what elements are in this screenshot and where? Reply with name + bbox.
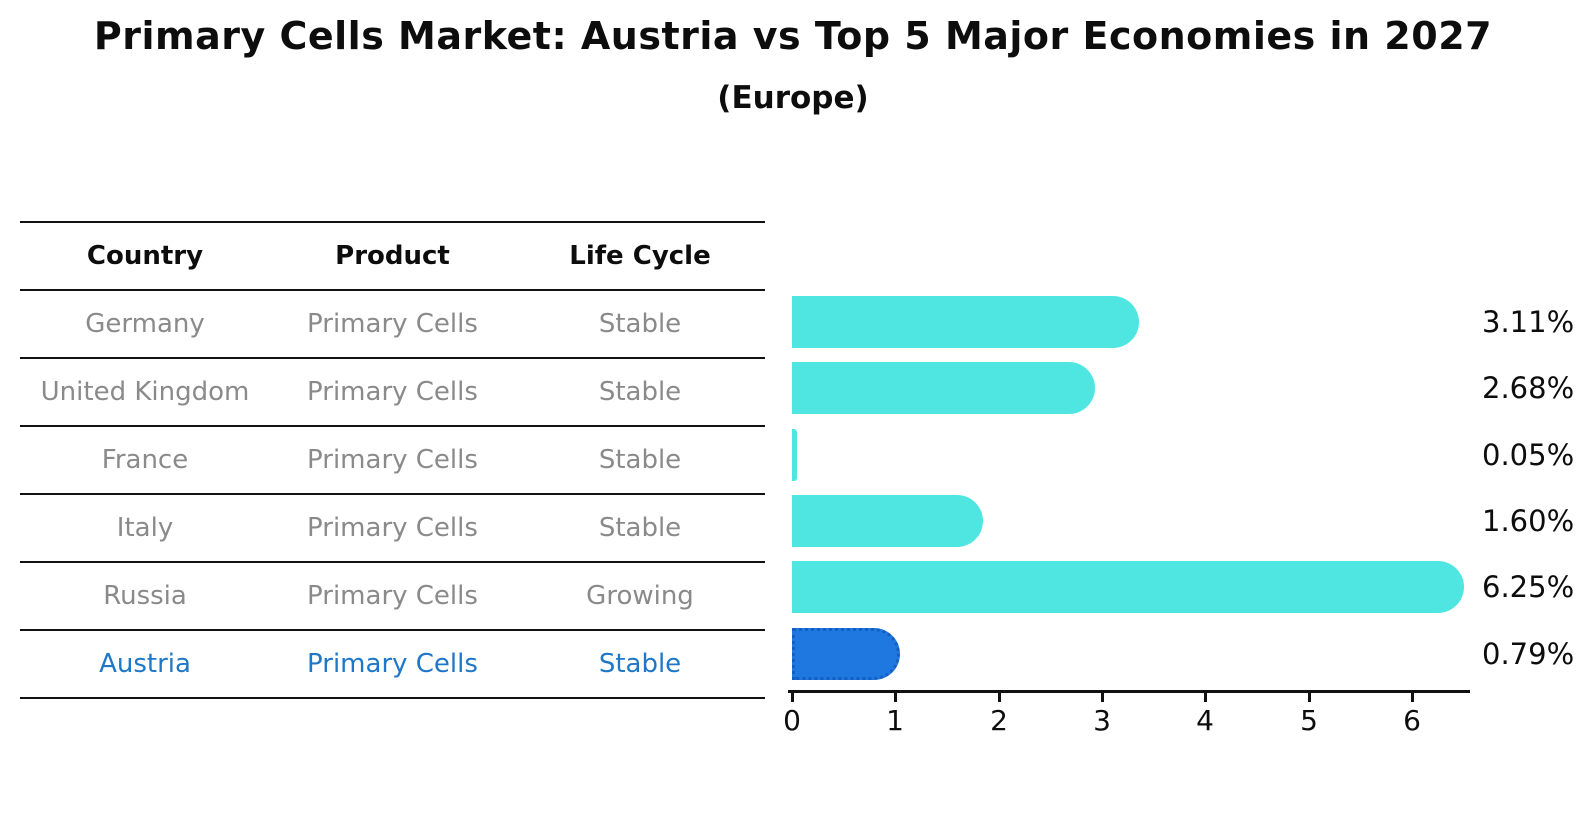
product-cell: Primary Cells (307, 377, 478, 407)
life-cycle-cell: Stable (598, 377, 682, 407)
table-row: Italy Primary Cells Stable (20, 495, 765, 563)
x-tick-mark (791, 693, 794, 702)
table-row: United Kingdom Primary Cells Stable (20, 359, 765, 427)
country-cell: Russia (103, 581, 187, 611)
country-cell: Italy (116, 513, 174, 543)
product-cell: Primary Cells (307, 581, 478, 611)
x-tick-label: 0 (783, 704, 801, 737)
life-cycle-cell: Stable (598, 513, 682, 543)
table-body: Germany Primary Cells Stable United King… (20, 291, 765, 699)
chart-title: Primary Cells Market: Austria vs Top 5 M… (93, 14, 1493, 58)
value-label-united-kingdom: 2.68% (1482, 371, 1575, 405)
country-cell: Germany (85, 309, 205, 339)
product-cell: Primary Cells (307, 513, 478, 543)
value-label-france: 0.05% (1482, 438, 1575, 472)
bar-austria (792, 628, 900, 680)
life-cycle-cell: Stable (598, 445, 682, 475)
x-tick-mark (1411, 693, 1414, 702)
country-cell: France (101, 445, 189, 475)
x-tick-mark (998, 693, 1001, 702)
product-cell: Primary Cells (307, 649, 478, 679)
country-cell: Austria (99, 649, 191, 679)
life-cycle-cell: Stable (598, 649, 682, 679)
product-cell: Primary Cells (307, 309, 478, 339)
product-cell: Primary Cells (307, 445, 478, 475)
x-tick-mark (1308, 693, 1311, 702)
x-tick-mark (894, 693, 897, 702)
x-axis-line (788, 690, 1470, 693)
column-header-life-cycle: Life Cycle (569, 241, 711, 271)
table-header-row: Country Product Life Cycle (20, 223, 765, 291)
table-row: Russia Primary Cells Growing (20, 563, 765, 631)
chart-subtitle: (Europe) (717, 80, 869, 116)
value-label-austria: 0.79% (1482, 637, 1575, 671)
life-cycle-cell: Growing (586, 581, 694, 611)
bar-germany (792, 296, 1139, 348)
x-tick-label: 4 (1196, 704, 1214, 737)
x-tick-label: 3 (1093, 704, 1111, 737)
value-label-germany: 3.11% (1482, 305, 1575, 339)
country-cell: United Kingdom (40, 377, 250, 407)
table-row: France Primary Cells Stable (20, 427, 765, 495)
column-header-country: Country (86, 241, 204, 271)
x-tick-mark (1101, 693, 1104, 702)
bar-italy (792, 495, 983, 547)
x-tick-mark (1204, 693, 1207, 702)
bar-france (792, 429, 797, 481)
bar-russia (792, 561, 1464, 613)
life-cycle-cell: Stable (598, 309, 682, 339)
value-label-russia: 6.25% (1482, 570, 1575, 604)
column-header-product: Product (335, 241, 450, 271)
bar-united-kingdom (792, 362, 1095, 414)
x-tick-label: 5 (1300, 704, 1318, 737)
x-tick-label: 2 (990, 704, 1008, 737)
value-label-italy: 1.60% (1482, 504, 1575, 538)
table-row: Germany Primary Cells Stable (20, 291, 765, 359)
summary-table: Country Product Life Cycle Germany Prima… (20, 221, 765, 699)
x-tick-label: 1 (886, 704, 904, 737)
x-tick-label: 6 (1403, 704, 1421, 737)
table-row: Austria Primary Cells Stable (20, 631, 765, 699)
